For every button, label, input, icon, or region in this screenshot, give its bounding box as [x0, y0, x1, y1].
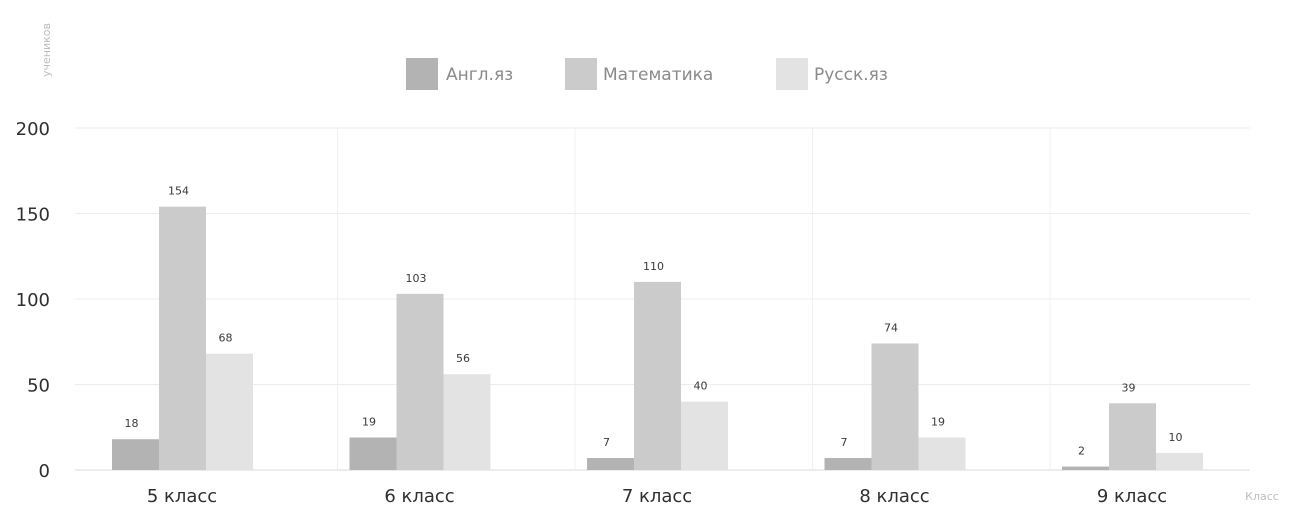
- x-tick-label: 7 класс: [622, 486, 692, 507]
- data-label: 103: [406, 272, 427, 285]
- bar: [918, 437, 966, 470]
- data-label: 7: [841, 436, 848, 449]
- data-label: 39: [1122, 381, 1136, 394]
- legend-swatch[interactable]: [776, 58, 808, 90]
- y-tick-label: 100: [16, 290, 50, 311]
- data-label: 10: [1169, 431, 1183, 444]
- data-labels: 18 154 68 19 103 56 7 110 40 7 74 19 2 39 10: [125, 185, 1183, 458]
- x-axis-title: Класс: [1245, 490, 1279, 503]
- y-axis-title: учеников: [40, 23, 53, 77]
- data-label: 110: [643, 260, 664, 273]
- bar: [349, 437, 397, 470]
- bar: [681, 401, 728, 470]
- bar: [824, 458, 872, 470]
- bar: [206, 353, 253, 470]
- bar: [1062, 466, 1109, 470]
- data-label: 18: [125, 417, 139, 430]
- y-tick-label: 200: [16, 119, 50, 140]
- bar: [443, 374, 491, 470]
- y-tick-label: 50: [27, 376, 50, 397]
- data-label: 19: [931, 416, 945, 429]
- legend: Англ.яз Математика Русск.яз: [406, 58, 888, 90]
- data-label: 68: [219, 332, 233, 345]
- data-label: 154: [168, 185, 189, 198]
- bar: [634, 281, 681, 470]
- data-label: 19: [362, 416, 376, 429]
- legend-label[interactable]: Англ.яз: [446, 65, 513, 85]
- data-label: 2: [1078, 445, 1085, 458]
- bar: [396, 293, 444, 470]
- legend-swatch[interactable]: [565, 58, 597, 90]
- data-label: 40: [694, 380, 708, 393]
- data-label: 56: [456, 352, 470, 365]
- bars: [112, 206, 1203, 470]
- legend-label[interactable]: Математика: [603, 65, 713, 85]
- bar: [871, 343, 919, 470]
- x-tick-label: 9 класс: [1097, 486, 1167, 507]
- x-tick-label: 6 класс: [384, 486, 454, 507]
- bar: [1109, 403, 1156, 470]
- bar: [159, 206, 206, 470]
- y-tick-label: 150: [16, 205, 50, 226]
- bar: [112, 439, 159, 470]
- axes: 0 50 100 150 200 5 класс 6 класс 7 класс 8 класс…: [16, 23, 1279, 507]
- data-label: 7: [603, 436, 610, 449]
- bar: [587, 458, 634, 470]
- x-tick-label: 5 класс: [147, 486, 217, 507]
- legend-label[interactable]: Русск.яз: [814, 65, 888, 85]
- y-tick-label: 0: [39, 461, 50, 482]
- bar: [1156, 452, 1203, 470]
- legend-swatch[interactable]: [406, 58, 438, 90]
- data-label: 74: [884, 321, 898, 334]
- x-tick-label: 8 класс: [859, 486, 929, 507]
